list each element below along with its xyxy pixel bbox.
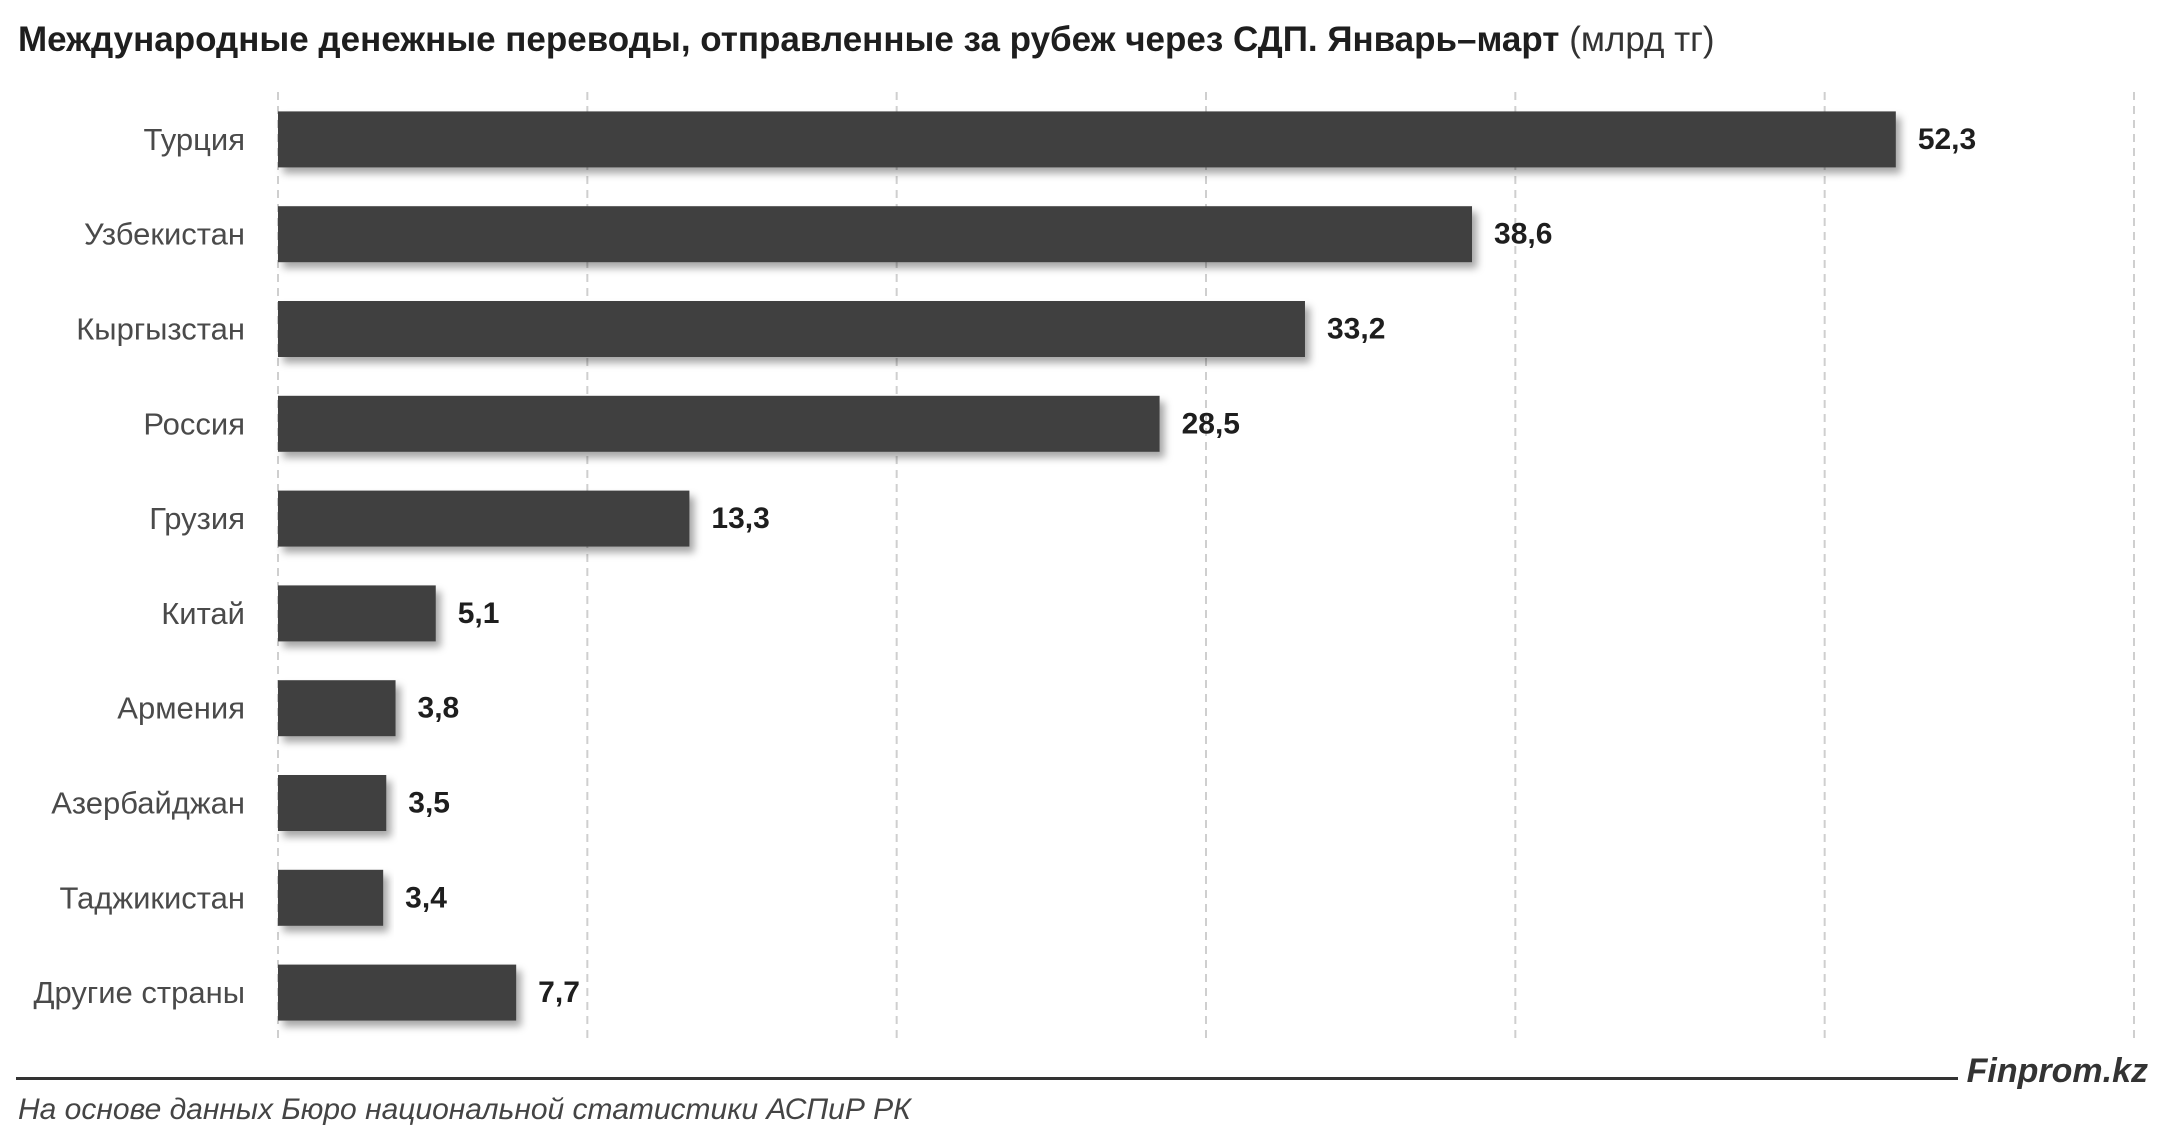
data-label: 52,3 [1918,123,1976,156]
data-labels: 52,3 38,6 33,2 28,5 13,3 5,1 3,8 3,5 3,4 7,7 [405,123,1976,1009]
bar [278,490,690,547]
data-label: 13,3 [711,502,769,535]
category-label: Таджикистан [59,880,245,915]
category-labels: Турция Узбекистан Кыргызстан Россия Грузия Ки… [34,122,245,1010]
bar [278,206,1473,263]
category-label: Китай [161,596,245,631]
category-label: Россия [143,406,245,441]
bar [278,775,387,831]
category-label: Армения [117,691,245,726]
source-note: На основе данных Бюро национальной стати… [18,1093,911,1126]
category-label: Грузия [149,501,245,536]
data-label: 38,6 [1494,218,1552,251]
data-label: 33,2 [1327,313,1385,346]
category-label: Кыргызстан [76,312,245,347]
footer-divider [16,1077,1958,1080]
bars [278,111,1896,1021]
bar [278,585,436,642]
chart-title-main: Международные денежные переводы, отправл… [18,20,1560,59]
category-label: Узбекистан [84,217,245,252]
data-label: 5,1 [458,597,500,630]
bar [278,111,1896,168]
chart-title: Международные денежные переводы, отправл… [18,14,1715,66]
bar [278,680,396,737]
data-label: 3,4 [405,881,447,914]
data-label: 28,5 [1182,407,1240,440]
data-label: 3,8 [418,692,460,725]
category-label: Азербайджан [51,786,245,821]
bar [278,964,517,1021]
data-label: 7,7 [538,976,580,1009]
chart-title-unit: (млрд тг) [1569,20,1715,59]
bar [278,869,384,926]
category-label: Другие страны [34,975,245,1010]
bar [278,301,1305,357]
category-label: Турция [144,122,245,157]
brand-logo-text: Finprom.kz [1966,1052,2148,1090]
bar [278,395,1160,452]
data-label: 3,5 [408,787,450,820]
